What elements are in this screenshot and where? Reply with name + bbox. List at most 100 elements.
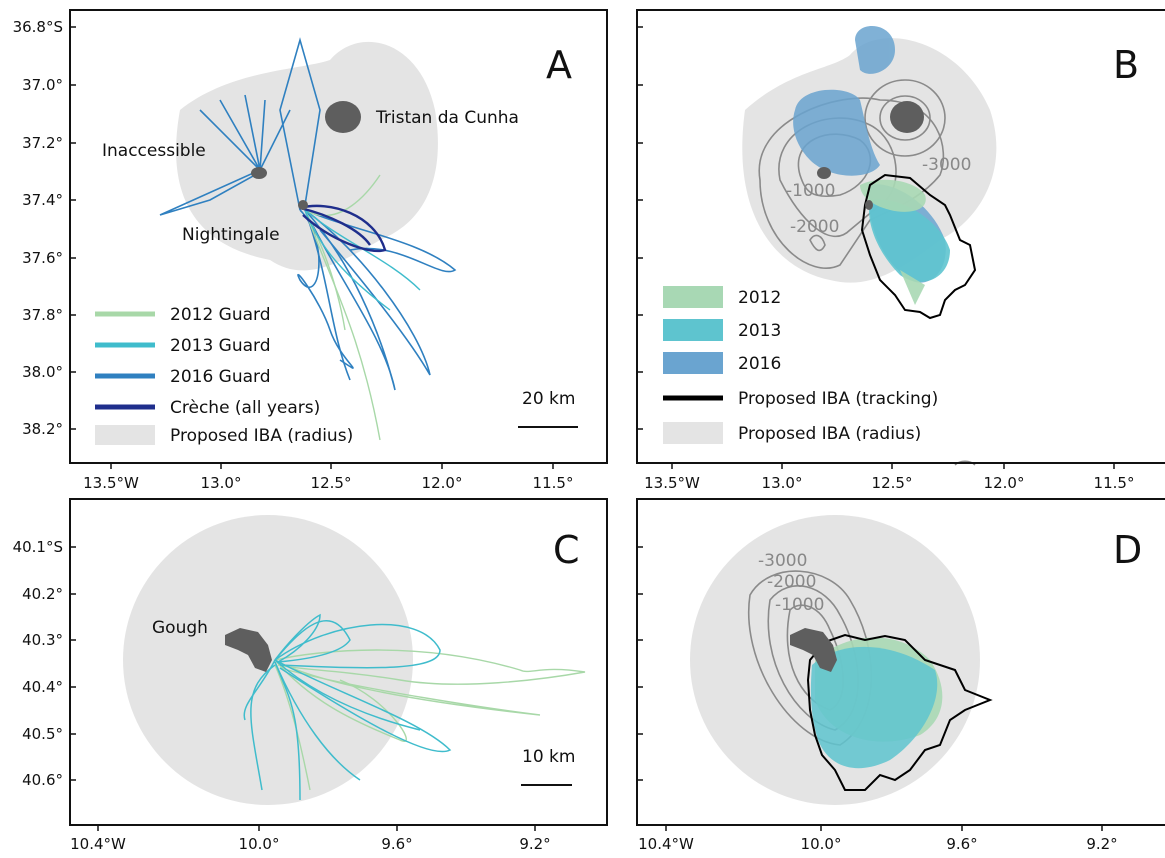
panel-d: -3000 -2000 -1000 D 10.4°W 10.0° 9.6° 9.… xyxy=(636,498,1165,853)
svg-text:9.6°: 9.6° xyxy=(381,835,412,853)
svg-text:-2000: -2000 xyxy=(767,572,816,592)
svg-text:13.0°: 13.0° xyxy=(201,474,242,492)
panel-d-x-ticks xyxy=(665,825,1103,831)
panel-d-letter: D xyxy=(1113,528,1142,572)
svg-text:40.2°: 40.2° xyxy=(22,585,63,603)
svg-text:9.6°: 9.6° xyxy=(946,835,977,853)
tristan-island xyxy=(890,101,924,133)
svg-text:-2000: -2000 xyxy=(790,217,839,237)
panel-c-scale-bar: 10 km xyxy=(521,747,575,786)
svg-text:40.1°S: 40.1°S xyxy=(13,538,63,556)
svg-text:-1000: -1000 xyxy=(775,595,824,615)
legend-2012-label: 2012 xyxy=(738,288,781,308)
panel-c-scale-label: 10 km xyxy=(522,747,575,767)
panel-c: Gough C 10 km 40.1°S 40.2° 40.3° 40.4° 4… xyxy=(13,498,608,853)
panel-b-y-ticks xyxy=(637,26,643,430)
panel-a-scale-label: 20 km xyxy=(522,389,575,409)
nightingale-label: Nightingale xyxy=(182,225,280,245)
panel-a-scale-bar: 20 km xyxy=(518,389,578,428)
panel-d-tracking-iba xyxy=(806,633,993,791)
panel-a-creche-tracks xyxy=(299,204,387,253)
panel-b-x-ticks xyxy=(671,463,1115,469)
panel-b-letter: B xyxy=(1113,43,1139,87)
svg-text:-3000: -3000 xyxy=(922,155,971,175)
panel-a-x-ticks xyxy=(110,463,554,469)
svg-text:36.8°S: 36.8°S xyxy=(13,18,63,36)
svg-text:40.5°: 40.5° xyxy=(22,725,63,743)
panel-b-x-tick-labels: 13.5°W 13.0° 12.5° 12.0° 11.5° xyxy=(644,474,1134,492)
panel-b-frame xyxy=(636,9,1165,464)
legend-2013-guard-label: 2013 Guard xyxy=(170,336,271,356)
svg-text:12.5°: 12.5° xyxy=(872,474,913,492)
panel-d-frame xyxy=(636,498,1165,826)
panel-a-y-ticks xyxy=(70,26,76,430)
svg-text:-1000: -1000 xyxy=(786,181,835,201)
svg-text:10.0°: 10.0° xyxy=(801,835,842,853)
panel-a-islands xyxy=(251,101,361,210)
svg-text:37.4°: 37.4° xyxy=(22,191,63,209)
legend-radius-label: Proposed IBA (radius) xyxy=(738,424,921,444)
panel-c-tracks-2013 xyxy=(243,613,452,801)
legend-radius-swatch xyxy=(95,425,155,445)
svg-text:37.6°: 37.6° xyxy=(22,249,63,267)
nightingale-island xyxy=(298,200,308,210)
svg-text:40.4°: 40.4° xyxy=(22,678,63,696)
svg-text:11.5°: 11.5° xyxy=(1094,474,1135,492)
svg-text:13.5°W: 13.5°W xyxy=(83,474,139,492)
panel-b-tracking-iba xyxy=(860,173,977,320)
panel-c-tracks-2012 xyxy=(274,649,586,791)
legend-2016-guard-label: 2016 Guard xyxy=(170,367,271,387)
legend-2016-label: 2016 xyxy=(738,354,781,374)
panel-b-legend: 2012 2013 2016 Proposed IBA (tracking) P… xyxy=(663,286,938,444)
tristan-label: Tristan da Cunha xyxy=(375,108,519,128)
panel-c-y-tick-labels: 40.1°S 40.2° 40.3° 40.4° 40.5° 40.6° xyxy=(13,538,63,789)
legend-creche-label: Crèche (all years) xyxy=(170,398,320,418)
panel-c-x-tick-labels: 10.4°W 10.0° 9.6° 9.2° xyxy=(70,835,551,853)
legend-2012-guard-label: 2012 Guard xyxy=(170,305,271,325)
panel-a-radius-iba xyxy=(176,41,438,271)
svg-text:37.0°: 37.0° xyxy=(22,76,63,94)
panel-c-y-ticks xyxy=(70,546,76,781)
legend-2012-swatch xyxy=(663,286,723,308)
svg-text:12.5°: 12.5° xyxy=(311,474,352,492)
svg-text:9.2°: 9.2° xyxy=(519,835,550,853)
legend-radius-label: Proposed IBA (radius) xyxy=(170,426,353,446)
legend-tracking-label: Proposed IBA (tracking) xyxy=(738,389,938,409)
legend-2013-label: 2013 xyxy=(738,321,781,341)
svg-text:11.5°: 11.5° xyxy=(533,474,574,492)
nightingale-island xyxy=(865,200,873,210)
panel-a-letter: A xyxy=(546,43,572,87)
legend-2016-swatch xyxy=(663,352,723,374)
svg-text:12.0°: 12.0° xyxy=(422,474,463,492)
panel-a: Tristan da Cunha Inaccessible Nightingal… xyxy=(13,9,608,492)
svg-text:10.0°: 10.0° xyxy=(239,835,280,853)
inaccessible-island xyxy=(817,167,831,179)
panel-c-letter: C xyxy=(553,528,580,572)
gough-island xyxy=(225,628,272,672)
panel-d-x-tick-labels: 10.4°W 10.0° 9.6° 9.2° xyxy=(638,835,1118,853)
panel-c-frame xyxy=(69,498,608,826)
tristan-island xyxy=(325,101,361,133)
panel-a-tracks-2016 xyxy=(159,37,457,391)
svg-text:-3000: -3000 xyxy=(758,551,807,571)
svg-text:10.4°W: 10.4°W xyxy=(638,835,694,853)
panel-a-x-tick-labels: 13.5°W 13.0° 12.5° 12.0° 11.5° xyxy=(83,474,573,492)
svg-text:40.3°: 40.3° xyxy=(22,631,63,649)
panel-d-contour-labels: -3000 -2000 -1000 xyxy=(758,551,824,615)
panel-b-contour-labels: -1000 -2000 -3000 xyxy=(786,155,971,237)
panel-a-y-tick-labels: 36.8°S 37.0° 37.2° 37.4° 37.6° 37.8° 38.… xyxy=(13,18,63,438)
gough-label: Gough xyxy=(152,618,208,638)
panel-d-kernel-2013 xyxy=(810,646,938,769)
svg-text:9.2°: 9.2° xyxy=(1086,835,1117,853)
legend-radius-swatch xyxy=(663,422,723,444)
legend-2013-swatch xyxy=(663,319,723,341)
panel-b: -1000 -2000 -3000 B 2012 2013 xyxy=(636,9,1165,492)
inaccessible-island xyxy=(251,167,267,179)
inaccessible-label: Inaccessible xyxy=(102,141,206,161)
svg-text:38.2°: 38.2° xyxy=(22,420,63,438)
svg-text:37.2°: 37.2° xyxy=(22,134,63,152)
svg-text:10.4°W: 10.4°W xyxy=(70,835,126,853)
svg-text:38.0°: 38.0° xyxy=(22,363,63,381)
svg-text:13.5°W: 13.5°W xyxy=(644,474,700,492)
panel-a-frame xyxy=(69,9,608,464)
